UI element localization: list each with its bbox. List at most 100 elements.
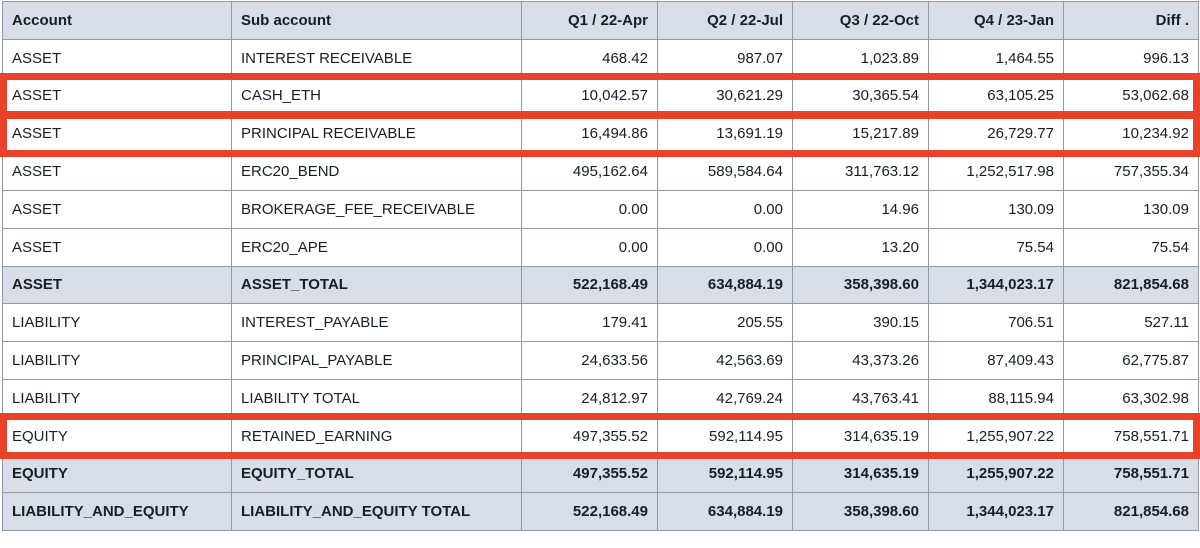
table-row: ASSET CASH_ETH 10,042.57 30,621.29 30,365.54…: [2, 76, 1199, 116]
cell-q1: 179.41: [521, 303, 658, 343]
cell-q4: 63,105.25: [928, 76, 1064, 116]
cell-q1: 497,355.52: [521, 454, 658, 494]
table-total-row: EQUITY EQUITY_TOTAL 497,355.52 592,114.95 31…: [2, 454, 1199, 494]
cell-q4: 1,344,023.17: [928, 265, 1064, 305]
cell-sub-account: ERC20_BEND: [231, 152, 522, 191]
cell-q4: 1,344,023.17: [928, 492, 1064, 532]
header-q1: Q1 / 22-Apr: [521, 1, 658, 40]
header-account: Account: [2, 1, 232, 40]
cell-diff: 62,775.87: [1063, 341, 1199, 380]
table-body: ASSET INTEREST RECEIVABLE 468.42 987.07 1,02…: [2, 38, 1199, 532]
cell-q4: 130.09: [928, 189, 1064, 229]
cell-sub-account: RETAINED_EARNING: [231, 416, 522, 456]
cell-account: LIABILITY: [2, 378, 232, 418]
cell-sub-account: ASSET_TOTAL: [231, 265, 522, 305]
cell-q1: 497,355.52: [521, 416, 658, 456]
cell-sub-account: LIABILITY TOTAL: [231, 378, 522, 418]
cell-diff: 758,551.71: [1063, 454, 1199, 494]
cell-q1: 24,812.97: [521, 378, 658, 418]
cell-q1: 522,168.49: [521, 265, 658, 305]
cell-q2: 987.07: [657, 38, 793, 78]
cell-q2: 205.55: [657, 303, 793, 343]
cell-diff: 527.11: [1063, 303, 1199, 343]
table-row: ASSET BROKERAGE_FEE_RECEIVABLE 0.00 0.00 14.…: [2, 189, 1199, 229]
cell-sub-account: LIABILITY_AND_EQUITY TOTAL: [231, 492, 522, 532]
cell-account: ASSET: [2, 227, 232, 267]
cell-q3: 13.20: [792, 227, 929, 267]
cell-account: ASSET: [2, 76, 232, 116]
cell-q1: 0.00: [521, 189, 658, 229]
cell-account: EQUITY: [2, 416, 232, 456]
cell-q3: 358,398.60: [792, 265, 929, 305]
header-q2: Q2 / 22-Jul: [657, 1, 793, 40]
table-row: LIABILITY PRINCIPAL_PAYABLE 24,633.56 42,56…: [2, 341, 1199, 380]
cell-sub-account: CASH_ETH: [231, 76, 522, 116]
table-row: EQUITY RETAINED_EARNING 497,355.52 592,114.…: [2, 416, 1199, 456]
table-total-row: ASSET ASSET_TOTAL 522,168.49 634,884.19 358,…: [2, 265, 1199, 305]
cell-q1: 16,494.86: [521, 114, 658, 154]
cell-account: ASSET: [2, 38, 232, 78]
cell-q4: 87,409.43: [928, 341, 1064, 380]
cell-q3: 314,635.19: [792, 454, 929, 494]
header-q4: Q4 / 23-Jan: [928, 1, 1064, 40]
cell-diff: 130.09: [1063, 189, 1199, 229]
cell-q3: 358,398.60: [792, 492, 929, 532]
cell-q4: 26,729.77: [928, 114, 1064, 154]
cell-sub-account: INTEREST_PAYABLE: [231, 303, 522, 343]
cell-q3: 1,023.89: [792, 38, 929, 78]
cell-account: LIABILITY: [2, 303, 232, 343]
table-row: ASSET ERC20_APE 0.00 0.00 13.20 75.54 75.54: [2, 227, 1199, 267]
cell-q4: 75.54: [928, 227, 1064, 267]
cell-diff: 10,234.92: [1063, 114, 1199, 154]
header-diff: Diff .: [1063, 1, 1199, 40]
header-row: Account Sub account Q1 / 22-Apr Q2 / 22-…: [2, 1, 1199, 40]
table-row: ASSET INTEREST RECEIVABLE 468.42 987.07 1,02…: [2, 38, 1199, 78]
cell-q1: 0.00: [521, 227, 658, 267]
cell-q2: 30,621.29: [657, 76, 793, 116]
table-row: ASSET PRINCIPAL RECEIVABLE 16,494.86 13,691…: [2, 114, 1199, 154]
cell-diff: 53,062.68: [1063, 76, 1199, 116]
cell-sub-account: ERC20_APE: [231, 227, 522, 267]
cell-q2: 592,114.95: [657, 454, 793, 494]
cell-diff: 821,854.68: [1063, 492, 1199, 532]
cell-q2: 13,691.19: [657, 114, 793, 154]
cell-q3: 314,635.19: [792, 416, 929, 456]
cell-q3: 390.15: [792, 303, 929, 343]
cell-account: ASSET: [2, 189, 232, 229]
cell-account: EQUITY: [2, 454, 232, 494]
table-row: LIABILITY INTEREST_PAYABLE 179.41 205.55 390…: [2, 303, 1199, 343]
cell-q3: 311,763.12: [792, 152, 929, 191]
cell-diff: 821,854.68: [1063, 265, 1199, 305]
cell-q2: 0.00: [657, 227, 793, 267]
cell-q4: 706.51: [928, 303, 1064, 343]
cell-account: LIABILITY: [2, 341, 232, 380]
cell-q1: 495,162.64: [521, 152, 658, 191]
cell-account: ASSET: [2, 152, 232, 191]
cell-q2: 0.00: [657, 189, 793, 229]
cell-diff: 996.13: [1063, 38, 1199, 78]
header-sub-account: Sub account: [231, 1, 522, 40]
header-q3: Q3 / 22-Oct: [792, 1, 929, 40]
cell-diff: 757,355.34: [1063, 152, 1199, 191]
cell-q2: 634,884.19: [657, 265, 793, 305]
cell-diff: 75.54: [1063, 227, 1199, 267]
cell-diff: 63,302.98: [1063, 378, 1199, 418]
cell-sub-account: INTEREST RECEIVABLE: [231, 38, 522, 78]
cell-q2: 634,884.19: [657, 492, 793, 532]
cell-account: LIABILITY_AND_EQUITY: [2, 492, 232, 532]
cell-account: ASSET: [2, 114, 232, 154]
cell-account: ASSET: [2, 265, 232, 305]
cell-q2: 589,584.64: [657, 152, 793, 191]
cell-sub-account: EQUITY_TOTAL: [231, 454, 522, 494]
cell-q1: 24,633.56: [521, 341, 658, 380]
cell-sub-account: PRINCIPAL_PAYABLE: [231, 341, 522, 380]
cell-q3: 43,373.26: [792, 341, 929, 380]
table-row: ASSET ERC20_BEND 495,162.64 589,584.64 311,7…: [2, 152, 1199, 191]
cell-q1: 468.42: [521, 38, 658, 78]
cell-q3: 30,365.54: [792, 76, 929, 116]
cell-diff: 758,551.71: [1063, 416, 1199, 456]
cell-q3: 43,763.41: [792, 378, 929, 418]
cell-sub-account: BROKERAGE_FEE_RECEIVABLE: [231, 189, 522, 229]
cell-q3: 14.96: [792, 189, 929, 229]
cell-q4: 1,252,517.98: [928, 152, 1064, 191]
